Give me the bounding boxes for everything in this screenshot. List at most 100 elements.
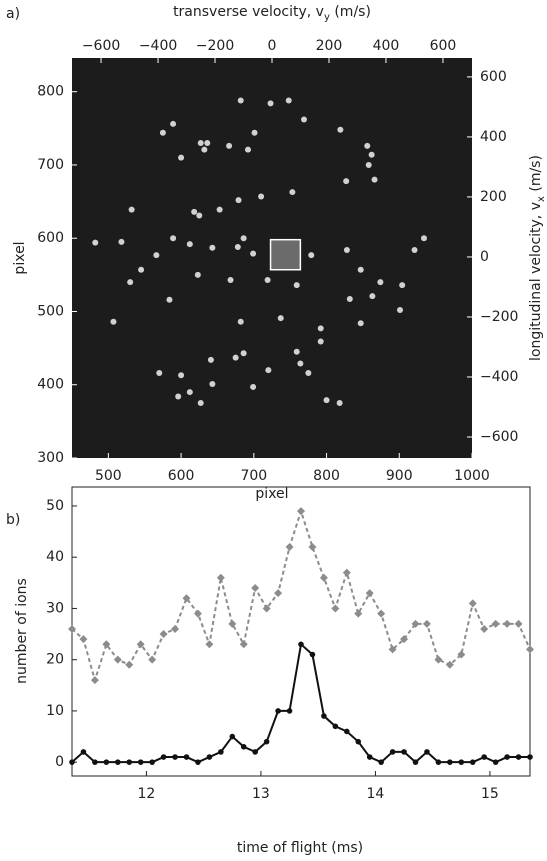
ion-spot (369, 293, 376, 300)
x-tick-label: 13 (252, 786, 270, 802)
point-marker (481, 754, 488, 760)
point-marker (92, 759, 98, 765)
point-marker (69, 759, 75, 765)
y2-axis-title: longitudinal velocity, vx (m/s) (528, 155, 547, 361)
point-marker (125, 660, 134, 669)
ion-spot (170, 120, 177, 127)
x2-tick-label: 600 (430, 38, 457, 54)
ion-spot (138, 266, 145, 273)
point-marker (491, 619, 500, 628)
ion-spot (337, 126, 344, 133)
ion-spot (201, 146, 208, 153)
ion-spot (191, 208, 198, 215)
point-marker (103, 759, 110, 765)
y2-tick-label: 600 (480, 69, 507, 85)
point-marker (411, 619, 420, 628)
point-marker (115, 759, 121, 765)
y2-tick-label: −400 (480, 369, 518, 385)
y-tick-label: 0 (55, 754, 64, 770)
x2-tick-label: 200 (316, 38, 343, 54)
ion-spot (421, 235, 427, 242)
title-subscript: y (324, 12, 330, 23)
y-tick-label: 400 (37, 377, 64, 393)
point-marker (240, 743, 247, 750)
ion-spot (118, 238, 125, 245)
point-marker (321, 713, 327, 719)
ion-spot (293, 348, 300, 355)
point-marker (503, 619, 512, 628)
point-marker (297, 507, 305, 516)
point-marker (480, 624, 489, 633)
point-marker (342, 568, 351, 577)
y2-tick-label: 400 (480, 129, 507, 145)
x2-tick-label: −600 (82, 38, 120, 54)
ion-spot (305, 370, 312, 377)
point-marker (195, 759, 201, 765)
ion-spot (197, 400, 204, 407)
ion-spot (364, 142, 371, 149)
ion-spot (240, 235, 247, 242)
title-part: transverse velocity, v (173, 4, 324, 20)
ion-spot (235, 197, 242, 204)
plot-area (72, 58, 472, 458)
point-marker (344, 728, 350, 735)
point-marker (401, 749, 407, 755)
ion-spot (197, 139, 204, 146)
point-marker (504, 754, 510, 760)
point-marker (445, 660, 454, 669)
ion-spot (186, 389, 193, 396)
ion-spot (207, 356, 214, 363)
ion-spot (293, 282, 300, 289)
x-tick-label: 600 (168, 468, 195, 484)
point-marker (90, 676, 99, 685)
ion-spot (237, 97, 244, 104)
point-marker (492, 759, 499, 765)
point-marker (126, 759, 133, 765)
point-marker (309, 651, 316, 658)
point-marker (79, 635, 88, 644)
point-marker (308, 542, 317, 551)
ion-spot (251, 129, 258, 136)
point-marker (160, 754, 167, 760)
ion-spot (411, 246, 418, 253)
ion-spot (308, 252, 315, 259)
ion-spot (128, 206, 135, 213)
point-marker (182, 594, 191, 603)
ion-spot (178, 372, 185, 379)
ion-spot (110, 318, 117, 325)
point-marker (526, 645, 534, 654)
point-marker (298, 641, 304, 648)
ion-spot (232, 354, 239, 361)
x-axis-title: pixel (255, 486, 288, 502)
y2-tick-label: 200 (480, 189, 507, 205)
ion-spot (346, 296, 353, 303)
point-marker (113, 655, 122, 664)
ion-spot (297, 360, 304, 367)
y2-tick-label: −600 (480, 429, 518, 445)
ion-spot (264, 276, 271, 283)
ion-spot (92, 239, 99, 246)
ion-spot (343, 178, 350, 185)
x-tick-label: 800 (313, 468, 340, 484)
point-marker (80, 749, 87, 755)
point-marker (252, 749, 258, 755)
plot-frame (71, 486, 531, 777)
ion-spot (194, 271, 201, 278)
ion-spot (156, 370, 163, 377)
panel-label: b) (6, 512, 20, 528)
ion-spot (365, 161, 372, 168)
point-marker (400, 635, 409, 644)
y2-tick-label: 0 (480, 249, 489, 265)
ion-spot (159, 129, 166, 136)
x-tick-label: 500 (95, 468, 122, 484)
ion-spot (204, 139, 211, 146)
point-marker (286, 708, 293, 714)
point-marker (171, 624, 180, 633)
ion-spot (166, 296, 173, 303)
y-tick-label: 30 (46, 600, 64, 616)
ion-spot (196, 212, 203, 219)
point-marker (136, 640, 145, 649)
ion-spot (343, 246, 350, 253)
y-axis-title: pixel (12, 241, 28, 274)
point-marker (275, 708, 281, 714)
